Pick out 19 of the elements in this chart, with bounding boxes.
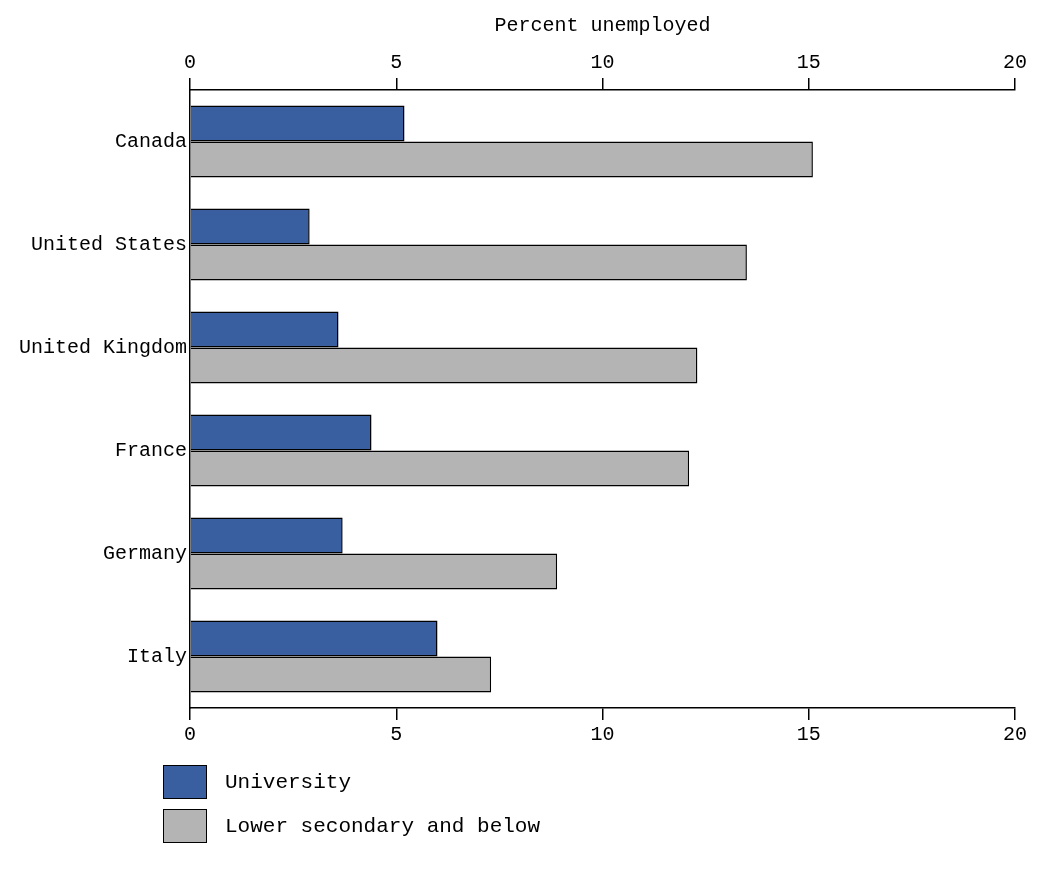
- x-tick-label: 10: [590, 723, 615, 747]
- x2-tick-label: 15: [796, 51, 821, 75]
- x2-tick-label: 10: [590, 51, 615, 75]
- x-tick-label: 15: [796, 723, 821, 747]
- y-tick-label: France: [115, 438, 188, 462]
- y-tick-label: Italy: [127, 644, 188, 668]
- y-tick-label: Canada: [115, 129, 188, 153]
- y-tick-label: United Kingdom: [19, 335, 188, 359]
- x2-axis-title: Percent unemployed: [494, 14, 711, 38]
- y-tick-label: Germany: [103, 541, 188, 565]
- x-tick-label: 5: [390, 723, 403, 747]
- legend-label: Lower secondary and below: [225, 814, 541, 838]
- x-tick-label: 20: [1002, 723, 1028, 747]
- x2-tick-label: 20: [1002, 51, 1028, 75]
- x2-tick-label: 5: [390, 51, 403, 75]
- x-tick-label: 0: [184, 723, 197, 747]
- legend-label: University: [225, 770, 352, 794]
- y-tick-label: United States: [31, 232, 188, 256]
- x2-tick-label: 0: [184, 51, 197, 75]
